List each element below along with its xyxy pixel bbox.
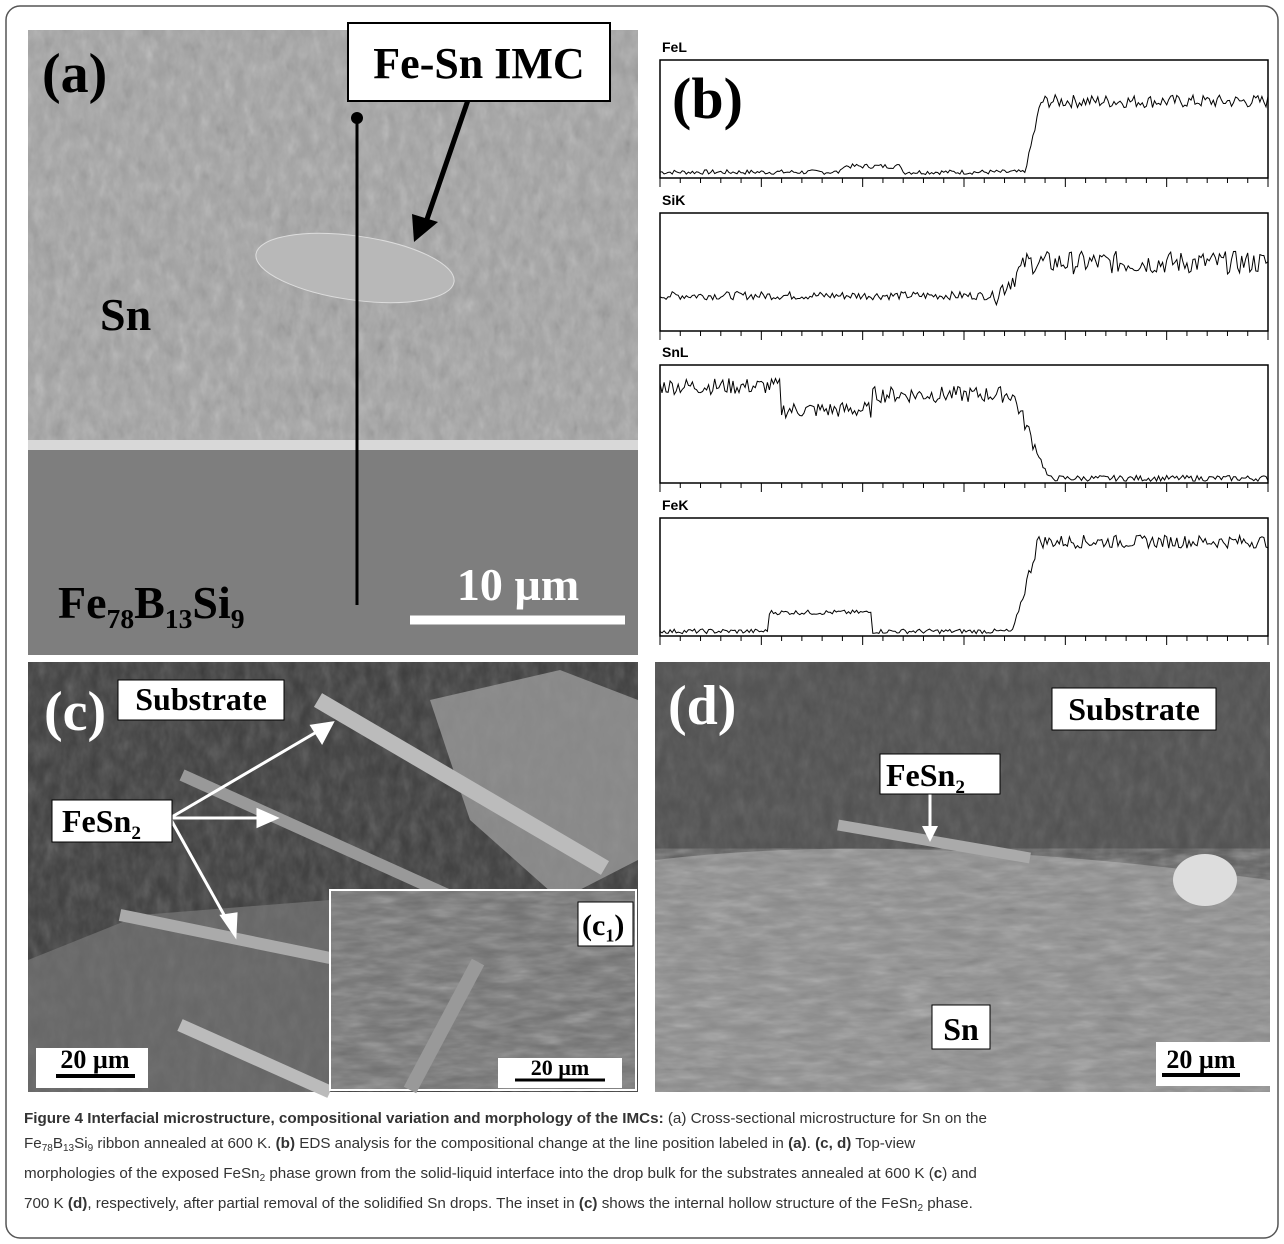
text-run: (b) — [276, 1135, 295, 1152]
profile-trace — [660, 378, 1268, 481]
text-run: FeSn — [886, 757, 956, 793]
figure: (a) Fe-Sn IMC Sn Fe78B13Si9 10 µm FeLSiK… — [0, 0, 1284, 1244]
panel-label: (b) — [672, 66, 743, 131]
profile-box — [660, 60, 1268, 178]
text-run: phase. — [923, 1195, 973, 1212]
profile-trace — [660, 251, 1268, 305]
text-run: B — [134, 577, 165, 628]
phase-label: FeSn2 — [62, 803, 141, 844]
profile-label: FeL — [662, 39, 687, 55]
profile-box — [660, 518, 1268, 636]
text-run: 9 — [231, 603, 245, 634]
text-run: Si — [192, 577, 231, 628]
text-run: , respectively, after partial removal of… — [87, 1195, 579, 1212]
region-label: Substrate — [1068, 691, 1200, 727]
phase-label: FeSn2 — [886, 757, 965, 798]
figure-caption: Figure 4 Interfacial microstructure, com… — [24, 1106, 1274, 1221]
text-run: shows the internal hollow structure of t… — [597, 1195, 917, 1212]
text-run: B — [53, 1135, 63, 1152]
text-run: 2 — [131, 823, 141, 844]
text-run: FeSn — [62, 803, 132, 839]
caption-line: Figure 4 Interfacial microstructure, com… — [24, 1106, 1274, 1131]
caption-line: 700 K (d), respectively, after partial r… — [24, 1191, 1274, 1221]
profile-trace — [660, 95, 1268, 175]
text-run: (c) — [579, 1195, 598, 1212]
text-run: (d) — [68, 1195, 87, 1212]
panel-label: (a) — [42, 43, 107, 105]
text-run: ) — [614, 909, 624, 942]
panel-label: (d) — [668, 675, 736, 737]
text-run: ribbon annealed at 600 K. — [93, 1135, 275, 1152]
scale-bar-label: 10 µm — [457, 559, 579, 610]
text-run: (c, d) — [815, 1135, 851, 1152]
scale-bar-label: 20 µm — [1166, 1045, 1235, 1074]
text-run: (c — [582, 909, 605, 942]
text-run: 13 — [165, 603, 193, 634]
caption-line: morphologies of the exposed FeSn2 phase … — [24, 1161, 1274, 1191]
panel-b: FeL SiK SnL FeK — [660, 39, 1268, 645]
text-run: Figure 4 Interfacial microstructure, com… — [24, 1110, 664, 1127]
text-run: Si — [74, 1135, 88, 1152]
profile-label: SnL — [662, 344, 689, 360]
text-run: 1 — [605, 926, 614, 946]
text-run: 700 K — [24, 1195, 68, 1212]
text-run: morphologies of the exposed FeSn — [24, 1165, 260, 1182]
text-run: 2 — [955, 777, 965, 798]
text-run: (a) — [788, 1135, 807, 1152]
profile-label: FeK — [662, 497, 688, 513]
text-run: 13 — [63, 1143, 74, 1154]
text-run: 78 — [107, 603, 135, 634]
text-run: 78 — [42, 1143, 53, 1154]
callout: Fe-Sn IMC — [373, 39, 584, 88]
text-run: phase grown from the solid-liquid interf… — [265, 1165, 934, 1182]
caption-line: Fe78B13Si9 ribbon annealed at 600 K. (b)… — [24, 1131, 1274, 1161]
text-run: EDS analysis for the compositional chang… — [295, 1135, 788, 1152]
substrate-label: Fe78B13Si9 — [58, 577, 245, 634]
profile-box — [660, 365, 1268, 483]
profile-label: SiK — [662, 192, 685, 208]
text-run: (a) Cross-sectional microstructure for S… — [664, 1110, 987, 1127]
text-run: c — [934, 1165, 942, 1182]
scale-bar-label: 20 µm — [531, 1055, 590, 1080]
text-run: . — [807, 1135, 815, 1152]
inset-label: (c1) — [582, 909, 624, 946]
profile-box — [660, 213, 1268, 331]
text-run: ) and — [942, 1165, 977, 1182]
region-label: Substrate — [135, 681, 267, 717]
phase-label: Sn — [100, 289, 151, 340]
scale-bar-label: 20 µm — [60, 1045, 129, 1074]
panel-c — [28, 662, 638, 1092]
panel-label: (c) — [44, 681, 106, 743]
matrix-label: Sn — [943, 1011, 979, 1047]
text-run: Fe — [24, 1135, 42, 1152]
text-run: Top-view — [851, 1135, 915, 1152]
profile-trace — [660, 535, 1268, 633]
page: (a) Fe-Sn IMC Sn Fe78B13Si9 10 µm FeLSiK… — [0, 0, 1284, 1244]
text-run: Fe — [58, 577, 107, 628]
